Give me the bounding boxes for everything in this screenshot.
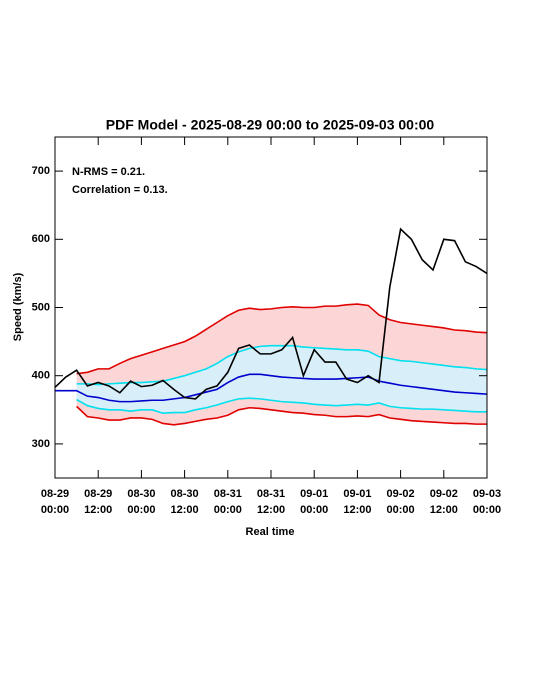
x-tick-label-date: 08-31 bbox=[257, 488, 285, 500]
series-line bbox=[54, 227, 488, 400]
x-tick-label: 08-29 12:00 bbox=[84, 488, 112, 516]
x-tick-label-date: 08-29 bbox=[84, 488, 112, 500]
x-tick-label: 09-02 00:00 bbox=[387, 488, 415, 516]
x-tick-label: 08-31 00:00 bbox=[214, 488, 242, 516]
y-tick-label: 700 bbox=[32, 165, 50, 177]
series-line bbox=[76, 303, 488, 375]
x-tick-label-time: 12:00 bbox=[343, 504, 371, 516]
x-tick-label-time: 12:00 bbox=[430, 504, 458, 516]
y-tick-label: 500 bbox=[32, 301, 50, 313]
series-line bbox=[76, 405, 487, 426]
x-tick-label-time: 00:00 bbox=[473, 504, 501, 516]
x-tick-label: 08-30 12:00 bbox=[171, 488, 199, 516]
x-tick-label-date: 09-01 bbox=[343, 488, 371, 500]
y-axis-label: Speed (km/s) bbox=[12, 272, 24, 341]
x-tick-label-date: 09-02 bbox=[430, 488, 458, 500]
x-tick-label-time: 00:00 bbox=[300, 504, 328, 516]
x-tick-label-time: 00:00 bbox=[387, 504, 415, 516]
x-tick-label-time: 00:00 bbox=[214, 504, 242, 516]
x-tick-label-time: 00:00 bbox=[127, 504, 155, 516]
y-tick-label: 600 bbox=[32, 233, 50, 245]
x-tick-label: 08-29 00:00 bbox=[41, 488, 69, 516]
x-tick-label-date: 08-29 bbox=[41, 488, 69, 500]
x-tick-label-time: 12:00 bbox=[84, 504, 112, 516]
x-tick-label: 09-01 12:00 bbox=[343, 488, 371, 516]
series-line bbox=[55, 373, 488, 403]
x-tick-label: 08-31 12:00 bbox=[257, 488, 285, 516]
x-tick-label-date: 09-01 bbox=[300, 488, 328, 500]
x-tick-label: 09-03 00:00 bbox=[473, 488, 501, 516]
x-tick-label: 08-30 00:00 bbox=[127, 488, 155, 516]
x-tick-label: 09-02 12:00 bbox=[430, 488, 458, 516]
annotation: Correlation = 0.13. bbox=[72, 184, 168, 196]
x-tick-label-time: 12:00 bbox=[171, 504, 199, 516]
series-line bbox=[76, 344, 488, 386]
x-tick-label-time: 00:00 bbox=[41, 504, 69, 516]
x-tick-label-date: 09-03 bbox=[473, 488, 501, 500]
x-tick-label-date: 08-30 bbox=[171, 488, 199, 500]
band-fill bbox=[76, 345, 487, 414]
x-tick-label-date: 09-02 bbox=[387, 488, 415, 500]
chart-title: PDF Model - 2025-08-29 00:00 to 2025-09-… bbox=[106, 117, 435, 133]
x-tick-label-time: 12:00 bbox=[257, 504, 285, 516]
x-tick-label-date: 08-30 bbox=[127, 488, 155, 500]
series-line bbox=[76, 397, 487, 415]
y-tick-label: 400 bbox=[32, 370, 50, 382]
x-tick-label: 09-01 00:00 bbox=[300, 488, 328, 516]
y-tick-label: 300 bbox=[32, 438, 50, 450]
annotation: N-RMS = 0.21. bbox=[72, 166, 145, 178]
x-axis-label: Real time bbox=[246, 526, 295, 538]
x-tick-label-date: 08-31 bbox=[214, 488, 242, 500]
